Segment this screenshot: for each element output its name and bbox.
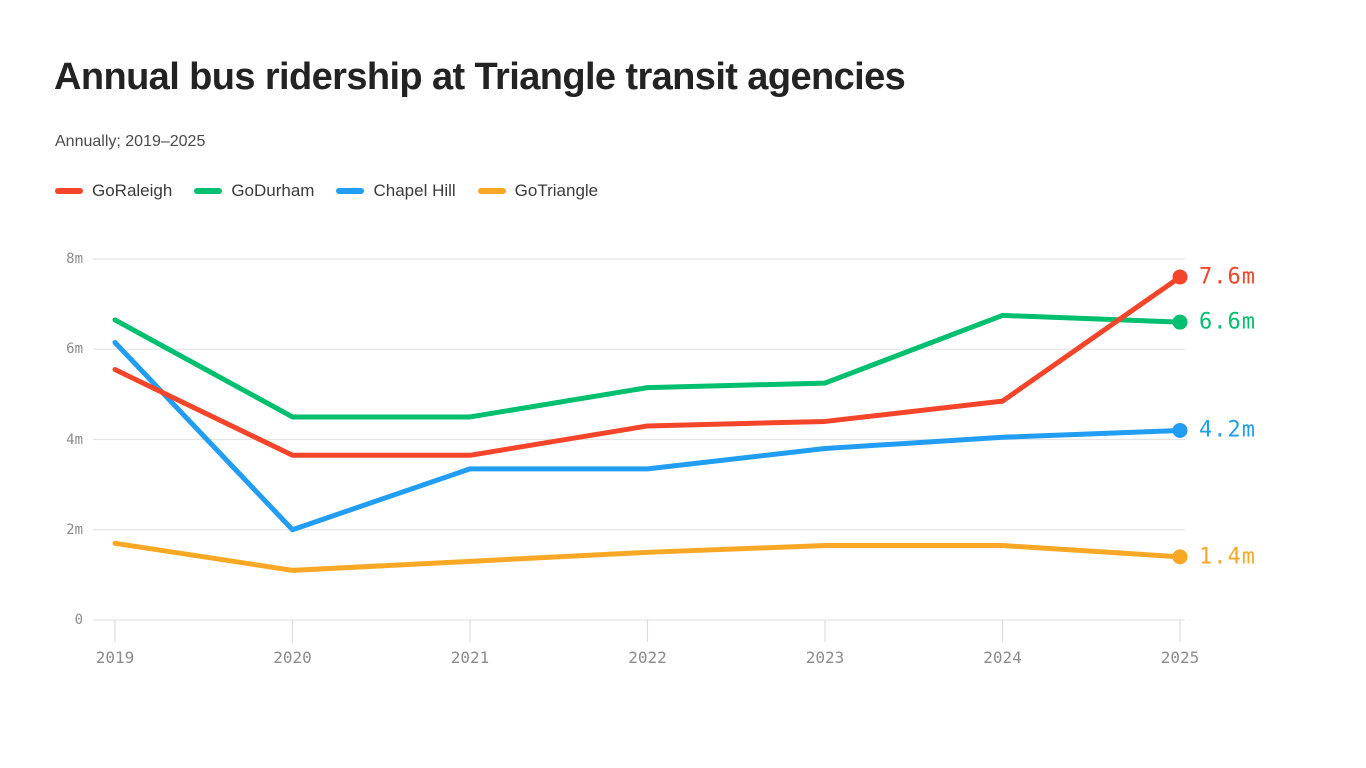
x-tick-label-2022: 2022 (628, 648, 667, 667)
series-endpoint-dots-group (1172, 269, 1188, 565)
legend-item-godurham[interactable]: GoDurham (194, 178, 314, 204)
series-line-goraleigh[interactable] (112, 274, 1183, 458)
series-line-gotriangle[interactable] (112, 540, 1183, 573)
series-lines-group (112, 274, 1183, 573)
series-endpoint-dot-goraleigh[interactable] (1172, 269, 1188, 285)
y-tick-label-2m: 2m (66, 521, 83, 538)
x-tick-label-2023: 2023 (805, 648, 845, 667)
legend-swatch-goraleigh (55, 188, 83, 194)
y-tick-label-8m: 8m (66, 251, 83, 267)
x-axis-ticks-group (114, 620, 1181, 642)
legend-label: Chapel Hill (373, 181, 456, 200)
end-value-label-chapel-hill: 4.2m (1199, 417, 1256, 443)
legend-label: GoRaleigh (92, 181, 173, 200)
x-tick-label-2020: 2020 (273, 648, 312, 667)
series-endpoint-dot-chapel-hill[interactable] (1172, 422, 1188, 438)
chart-subtitle: Annually; 2019–2025 (55, 133, 206, 150)
legend-item-goraleigh[interactable]: GoRaleigh (55, 178, 172, 204)
series-line-chapel-hill[interactable] (112, 339, 1183, 533)
end-value-label-goraleigh: 7.6m (1199, 264, 1256, 290)
end-value-label-godurham: 6.6m (1199, 309, 1256, 335)
x-tick-label-2019: 2019 (95, 648, 135, 667)
chart-title: Annual bus ridership at Triangle transit… (54, 56, 906, 98)
legend-label: GoDurham (231, 181, 315, 200)
series-endpoint-dot-godurham[interactable] (1172, 314, 1188, 330)
legend-swatch-chapel-hill (336, 188, 365, 194)
y-tick-label-6m: 6m (66, 341, 83, 358)
legend-item-gotriangle[interactable]: GoTriangle (477, 178, 599, 204)
legend-label: GoTriangle (514, 181, 599, 200)
series-line-godurham[interactable] (112, 312, 1183, 420)
x-tick-label-2024: 2024 (983, 648, 1022, 667)
legend-swatch-gotriangle (477, 188, 506, 194)
x-tick-label-2025: 2025 (1160, 648, 1200, 667)
legend-item-chapel-hill[interactable]: Chapel Hill (336, 178, 456, 204)
series-endpoint-dot-gotriangle[interactable] (1172, 549, 1188, 565)
x-tick-label-2021: 2021 (450, 648, 490, 667)
end-value-label-gotriangle: 1.4m (1199, 544, 1256, 570)
y-tick-label-0: 0 (74, 612, 83, 628)
legend-swatch-godurham (194, 188, 223, 194)
y-tick-label-4m: 4m (66, 431, 83, 448)
chart-legend: GoRaleigh GoDurham Chapel Hill GoTriangle (55, 178, 598, 204)
